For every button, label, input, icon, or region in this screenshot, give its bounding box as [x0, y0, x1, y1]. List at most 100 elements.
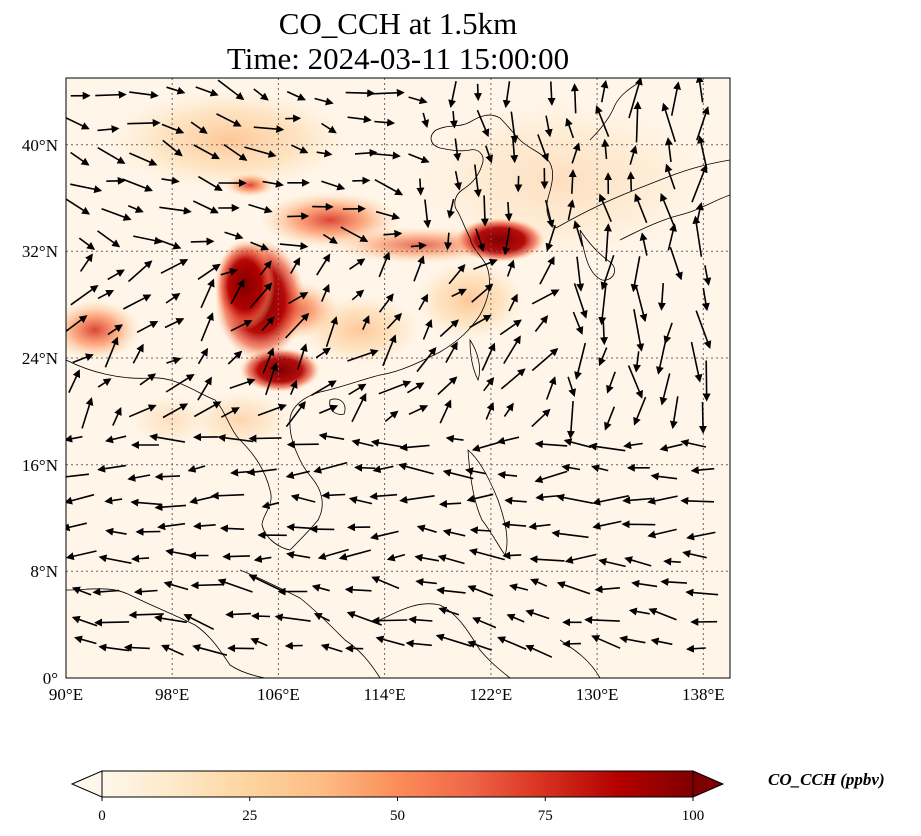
wind-arrow — [187, 464, 206, 473]
lat-tick-label: 8°N — [30, 562, 58, 581]
wind-arrow — [285, 470, 310, 480]
wind-arrow — [670, 81, 681, 116]
wind-arrow — [195, 86, 219, 97]
wind-arrow — [320, 283, 330, 302]
wind-arrow — [445, 341, 458, 363]
wind-arrow — [449, 111, 458, 129]
wind-arrow — [217, 578, 253, 593]
wind-arrow — [592, 520, 622, 530]
wind-arrow — [386, 553, 406, 562]
wind-arrow — [128, 404, 157, 418]
wind-arrow — [691, 164, 708, 203]
wind-arrow — [290, 257, 301, 274]
wind-arrow — [197, 376, 212, 401]
wind-arrow — [344, 585, 372, 594]
wind-arrow — [129, 152, 158, 166]
lat-axis: 0° 8°N 16°N 24°N 32°N 40°N — [22, 136, 58, 688]
wind-arrow — [386, 312, 402, 330]
wind-arrow — [190, 581, 224, 590]
wind-arrow — [418, 293, 429, 311]
wind-arrow — [257, 403, 287, 417]
wind-arrow — [647, 495, 678, 505]
wind-arrow — [279, 242, 309, 250]
lat-tick-label: 16°N — [22, 456, 58, 475]
wind-arrow — [92, 587, 120, 596]
wind-arrow — [531, 408, 551, 428]
wind-arrow — [286, 90, 306, 101]
wind-arrow — [466, 493, 494, 503]
wind-arrow — [321, 491, 346, 500]
wind-arrow — [197, 263, 221, 280]
wind-arrow — [531, 289, 560, 305]
wind-arrow — [471, 283, 494, 303]
wind-arrow — [499, 319, 522, 336]
wind-arrow — [570, 83, 579, 114]
wind-arrow — [97, 378, 112, 388]
wind-arrow — [200, 278, 215, 309]
wind-arrow — [534, 315, 549, 332]
wind-arrow — [624, 556, 652, 567]
wind-arrow — [528, 522, 551, 531]
wind-arrow — [469, 314, 492, 329]
wind-arrow — [410, 241, 427, 250]
wind-arrow — [314, 97, 334, 106]
wind-arrow — [66, 493, 95, 505]
wind-arrow — [66, 117, 90, 130]
wind-arrow — [416, 524, 437, 533]
wind-arrow — [438, 606, 460, 616]
wind-arrow — [544, 199, 555, 229]
wind-arrow — [107, 324, 124, 336]
wind-arrow — [663, 557, 681, 566]
wind-arrow — [472, 617, 497, 629]
wind-arrow — [154, 614, 187, 624]
wind-arrow — [591, 635, 621, 649]
wind-arrow — [287, 212, 310, 221]
wind-arrow — [437, 376, 458, 396]
wind-arrow — [193, 144, 220, 160]
wind-arrow — [481, 342, 496, 371]
wind-arrow — [500, 368, 526, 390]
wind-arrow — [598, 193, 612, 223]
wind-arrow — [316, 149, 333, 158]
wind-arrow — [545, 376, 557, 400]
wind-arrow — [249, 282, 273, 309]
wind-arrow — [545, 225, 556, 252]
wind-arrow — [628, 607, 650, 616]
wind-arrow — [165, 292, 181, 304]
wind-arrow — [598, 557, 626, 568]
wind-arrow — [227, 350, 243, 365]
wind-arrow — [697, 135, 708, 170]
wind-arrow — [465, 467, 487, 476]
wind-arrow — [623, 441, 643, 450]
wind-arrow — [265, 362, 278, 396]
colorbar-tick-label: 25 — [242, 808, 257, 824]
wind-arrow — [525, 609, 550, 620]
wind-arrow — [567, 376, 577, 398]
wind-arrow — [467, 585, 494, 597]
wind-arrow — [246, 468, 277, 476]
wind-arrow — [139, 373, 157, 386]
wind-arrow — [316, 253, 331, 276]
wind-arrow — [680, 496, 715, 505]
wind-arrow — [556, 581, 591, 595]
wind-arrow — [628, 78, 643, 119]
wind-arrow — [369, 492, 398, 501]
wind-arrow — [70, 151, 90, 166]
wind-arrow — [633, 309, 645, 352]
wind-arrow — [556, 493, 593, 504]
wind-arrow — [437, 554, 465, 565]
wind-arrow — [497, 470, 518, 479]
wind-arrow — [261, 316, 275, 332]
wind-arrow — [655, 340, 667, 375]
colorbar-min-extension — [70, 770, 103, 798]
wind-arrow — [371, 576, 400, 590]
wind-arrow — [663, 322, 673, 345]
wind-arrow — [398, 462, 434, 475]
wind-arrow — [415, 577, 437, 586]
wind-arrow — [66, 315, 88, 333]
colorbar-tick-label: 50 — [390, 808, 405, 824]
wind-arrow — [166, 356, 182, 365]
wind-arrow — [669, 396, 679, 430]
chart-title: CO_CCH at 1.5km — [278, 6, 518, 41]
